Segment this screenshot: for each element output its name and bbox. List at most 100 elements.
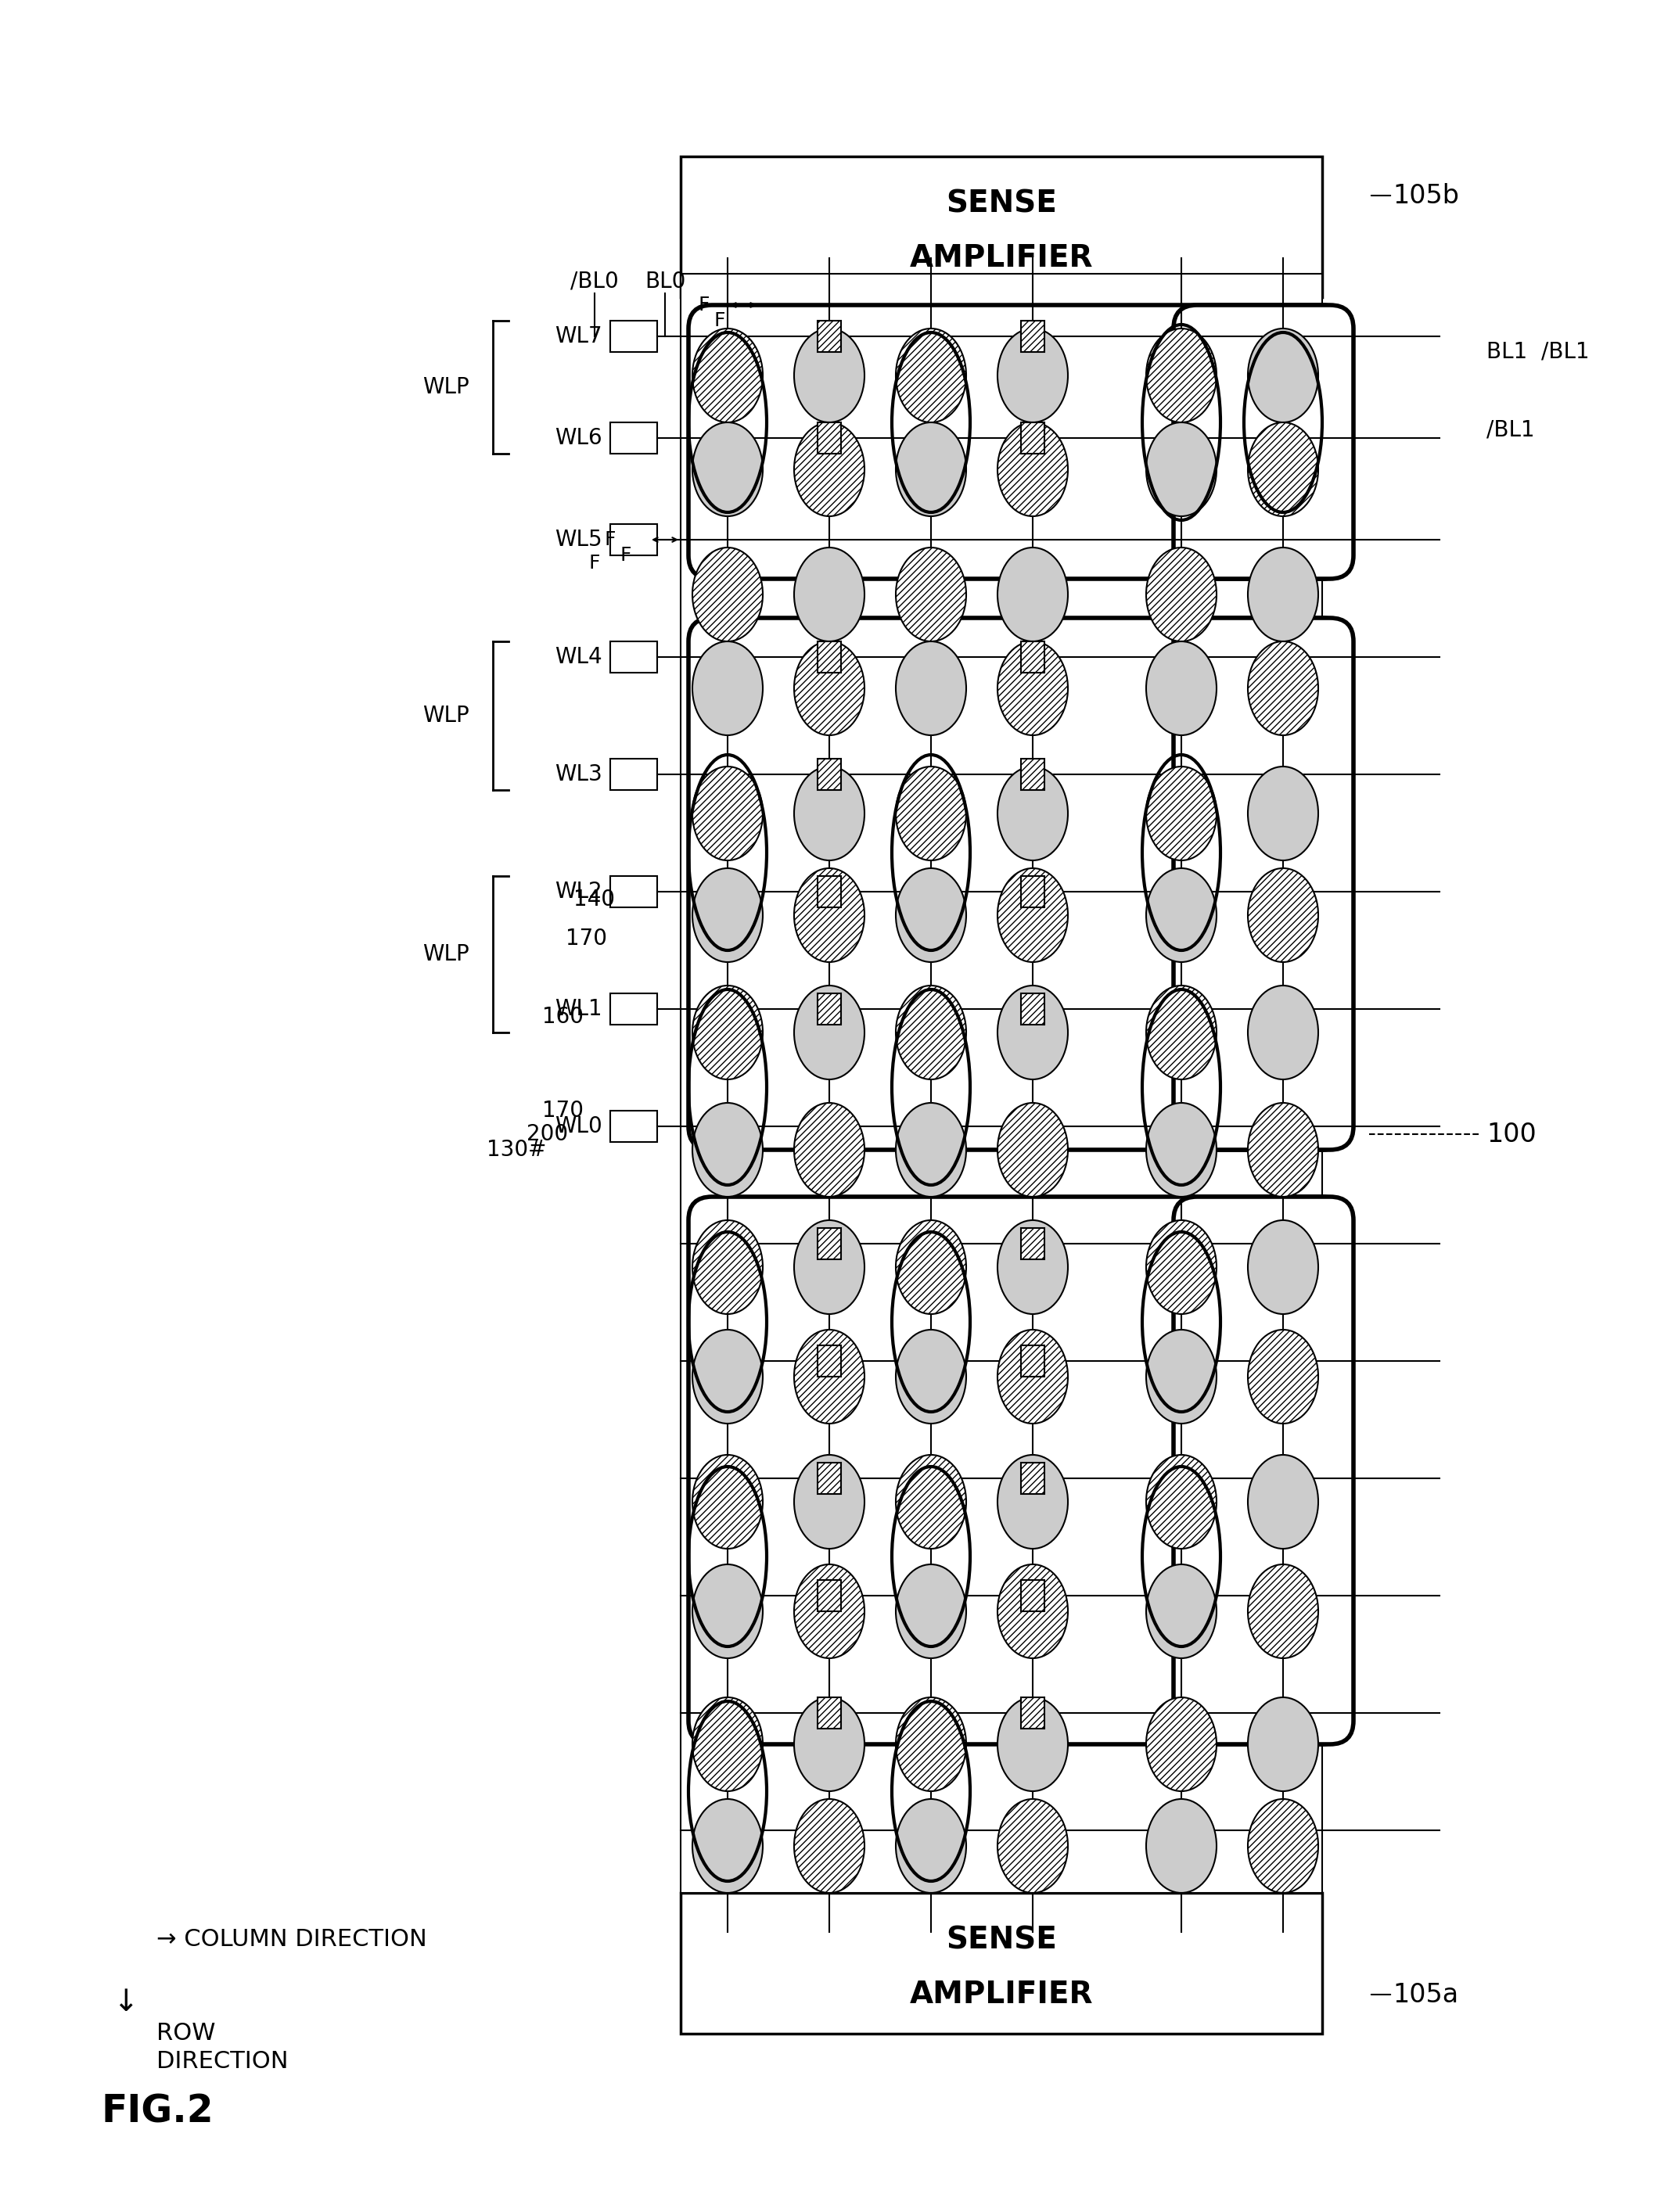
Text: SENSE: SENSE xyxy=(946,188,1057,219)
Bar xyxy=(819,327,839,345)
Bar xyxy=(1022,1345,1045,1376)
Ellipse shape xyxy=(1146,1221,1216,1314)
Bar xyxy=(1023,327,1042,345)
Ellipse shape xyxy=(1146,330,1216,422)
Bar xyxy=(610,876,657,907)
Ellipse shape xyxy=(896,869,966,962)
Ellipse shape xyxy=(1146,641,1216,734)
Bar xyxy=(1023,1000,1042,1020)
Ellipse shape xyxy=(1248,768,1318,860)
Ellipse shape xyxy=(896,768,966,860)
Bar xyxy=(817,321,841,352)
Ellipse shape xyxy=(896,1104,966,1197)
Bar xyxy=(680,157,1322,296)
Bar xyxy=(817,641,841,672)
Bar xyxy=(817,1345,841,1376)
Text: WL0: WL0 xyxy=(554,1115,603,1137)
Ellipse shape xyxy=(794,422,864,515)
Text: WLP: WLP xyxy=(422,942,469,964)
Ellipse shape xyxy=(998,1104,1069,1197)
Text: 200: 200 xyxy=(528,1124,568,1146)
Ellipse shape xyxy=(1146,768,1216,860)
Text: WL3: WL3 xyxy=(554,763,603,785)
Bar xyxy=(1022,993,1045,1024)
Text: F: F xyxy=(590,553,600,573)
Text: WL2: WL2 xyxy=(554,880,603,902)
Ellipse shape xyxy=(1146,1104,1216,1197)
Text: 105b: 105b xyxy=(1392,184,1459,208)
Text: 130#: 130# xyxy=(486,1139,546,1161)
Ellipse shape xyxy=(692,1798,762,1893)
Text: WL1: WL1 xyxy=(554,998,603,1020)
Ellipse shape xyxy=(998,1798,1069,1893)
Ellipse shape xyxy=(794,768,864,860)
Text: FIG.2: FIG.2 xyxy=(102,2093,214,2130)
Text: BL0: BL0 xyxy=(645,270,685,292)
Bar xyxy=(817,993,841,1024)
Text: ↓: ↓ xyxy=(112,1989,137,2017)
Text: AMPLIFIER: AMPLIFIER xyxy=(910,1980,1094,2008)
Text: WL4: WL4 xyxy=(554,646,603,668)
Text: WLP: WLP xyxy=(422,376,469,398)
Bar xyxy=(1023,429,1042,447)
Bar xyxy=(1023,883,1042,902)
Bar xyxy=(610,1110,657,1141)
Ellipse shape xyxy=(998,1455,1069,1548)
Text: DIRECTION: DIRECTION xyxy=(156,2051,288,2073)
Ellipse shape xyxy=(794,549,864,641)
Bar xyxy=(819,648,839,666)
Bar xyxy=(1022,1579,1045,1610)
Ellipse shape xyxy=(1146,549,1216,641)
Ellipse shape xyxy=(896,549,966,641)
Bar xyxy=(610,759,657,790)
Ellipse shape xyxy=(1248,1329,1318,1425)
Bar xyxy=(610,321,657,352)
Text: 160: 160 xyxy=(543,1006,585,1029)
Ellipse shape xyxy=(998,1564,1069,1659)
Bar xyxy=(819,429,839,447)
Ellipse shape xyxy=(692,869,762,962)
Bar xyxy=(1022,1462,1045,1493)
Ellipse shape xyxy=(896,1697,966,1792)
Bar xyxy=(819,765,839,783)
FancyBboxPatch shape xyxy=(1174,305,1353,580)
Ellipse shape xyxy=(794,1104,864,1197)
Ellipse shape xyxy=(1248,869,1318,962)
Ellipse shape xyxy=(998,641,1069,734)
Ellipse shape xyxy=(1248,1564,1318,1659)
Ellipse shape xyxy=(998,869,1069,962)
Ellipse shape xyxy=(794,1564,864,1659)
FancyBboxPatch shape xyxy=(688,305,1345,580)
Ellipse shape xyxy=(1248,1798,1318,1893)
Bar xyxy=(819,1234,839,1254)
Bar xyxy=(1022,1697,1045,1728)
Ellipse shape xyxy=(1146,1697,1216,1792)
Ellipse shape xyxy=(794,330,864,422)
Bar xyxy=(1023,765,1042,783)
Ellipse shape xyxy=(692,1455,762,1548)
Bar xyxy=(1022,641,1045,672)
Bar xyxy=(680,1893,1322,2033)
Ellipse shape xyxy=(692,422,762,515)
Bar xyxy=(817,876,841,907)
Bar xyxy=(1022,422,1045,453)
Ellipse shape xyxy=(1248,1104,1318,1197)
Text: ROW: ROW xyxy=(156,2022,216,2046)
Ellipse shape xyxy=(998,1697,1069,1792)
FancyBboxPatch shape xyxy=(688,617,1345,1150)
Ellipse shape xyxy=(1248,1455,1318,1548)
Bar xyxy=(1022,321,1045,352)
Ellipse shape xyxy=(896,330,966,422)
Bar xyxy=(680,274,1322,1893)
Text: WL6: WL6 xyxy=(554,427,603,449)
Bar xyxy=(819,1586,839,1606)
Bar xyxy=(819,1352,839,1371)
Bar xyxy=(817,1697,841,1728)
Text: 100: 100 xyxy=(1486,1121,1536,1148)
Ellipse shape xyxy=(794,1798,864,1893)
Text: F: F xyxy=(605,531,616,549)
Bar xyxy=(817,1579,841,1610)
Text: SENSE: SENSE xyxy=(946,1924,1057,1955)
Ellipse shape xyxy=(692,641,762,734)
Ellipse shape xyxy=(1248,330,1318,422)
